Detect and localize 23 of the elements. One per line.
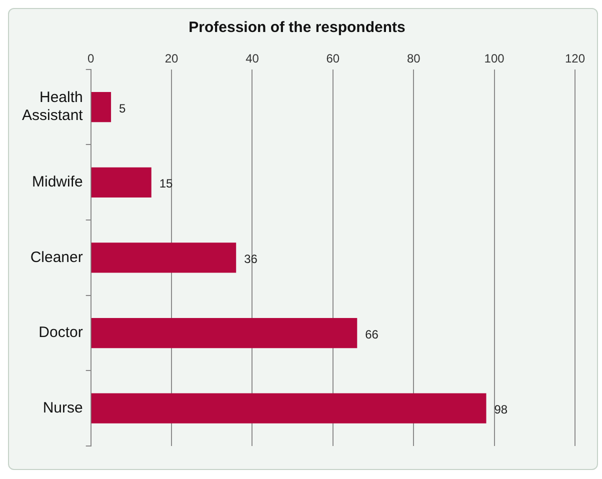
x-tick-label: 20 xyxy=(164,52,179,66)
x-tick-label: 100 xyxy=(484,52,505,66)
data-label: 66 xyxy=(365,327,379,342)
y-tick-label: Midwife xyxy=(32,174,83,191)
chart-title: Profession of the respondents xyxy=(188,19,406,36)
bar xyxy=(91,92,112,122)
data-label: 36 xyxy=(244,252,258,266)
x-tick-label: 40 xyxy=(246,52,260,66)
bar xyxy=(91,318,358,348)
data-label: 15 xyxy=(159,176,174,191)
y-tick-label: Doctor xyxy=(38,324,83,342)
y-tick-label: Cleaner xyxy=(30,248,83,266)
x-tick-label: 120 xyxy=(564,52,586,66)
bar xyxy=(91,167,152,198)
data-label: 5 xyxy=(119,101,126,116)
y-tick-label: Health Assistant xyxy=(22,89,84,124)
x-tick-label: 80 xyxy=(406,52,421,66)
bar xyxy=(91,242,236,273)
bar xyxy=(91,393,486,424)
x-tick-label: 0 xyxy=(88,52,95,66)
data-label: 98 xyxy=(494,402,508,417)
x-tick-label: 60 xyxy=(326,52,340,66)
y-tick-label: Nurse xyxy=(42,399,83,416)
